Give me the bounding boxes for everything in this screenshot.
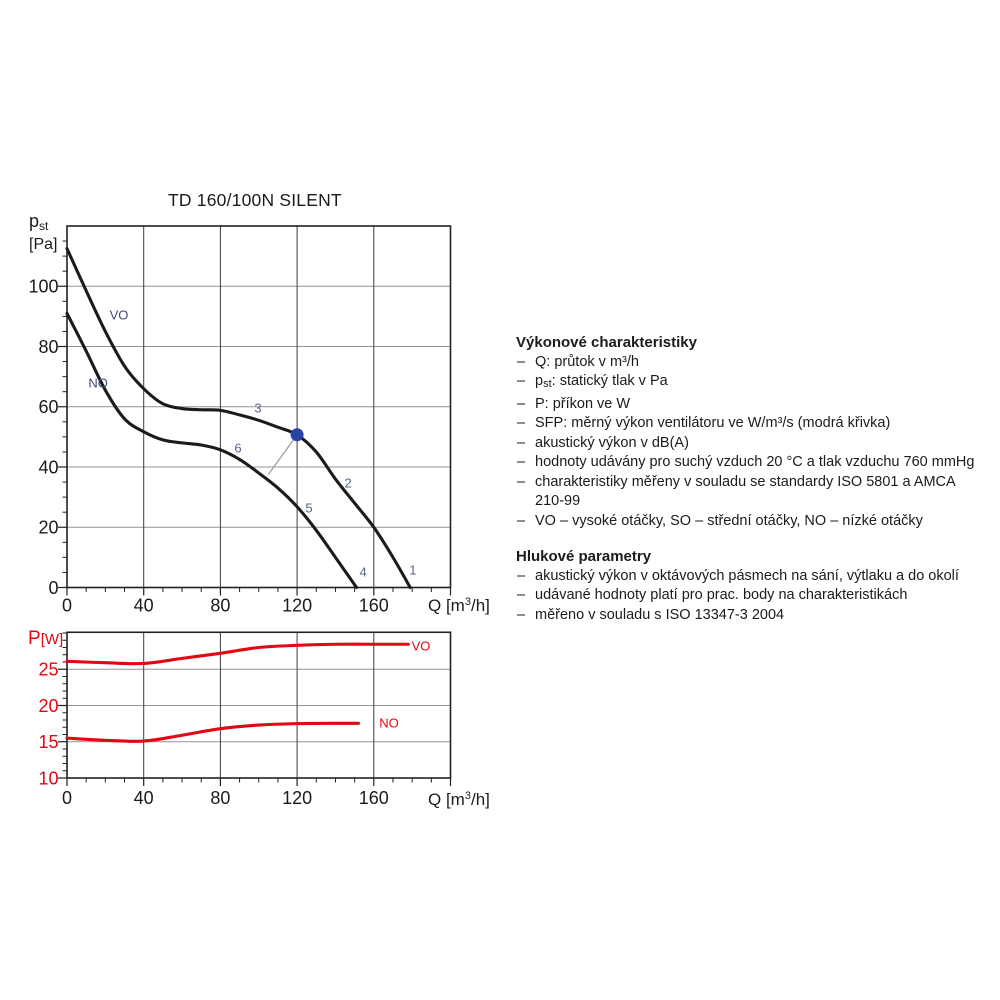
- info-item: – Q: průtok v m³/h: [517, 353, 639, 370]
- noise-list: – akustický výkon v oktávových pásmech na…: [516, 567, 1000, 626]
- x-tick-label: 120: [282, 596, 312, 616]
- noise-heading: Hlukové parametry: [516, 548, 652, 565]
- info-item: – VO – vysoké otáčky, SO – střední otáčky…: [517, 512, 923, 529]
- y-tick-label: 10: [38, 768, 58, 788]
- pst-unit: [Pa]: [29, 236, 58, 253]
- power-axis-label: P[W]: [28, 628, 63, 650]
- sfp-leader-line: [267, 434, 298, 475]
- curve-number-label: 6: [234, 441, 241, 456]
- curve-name-label: NO: [379, 715, 399, 730]
- performance-list: – Q: průtok v m³/h – pst: statický tlak v P…: [516, 353, 1000, 532]
- curve-number-label: 4: [359, 565, 366, 580]
- sfp-point: [290, 428, 304, 442]
- curve-number-label: 3: [254, 400, 261, 415]
- y-tick-label: 40: [38, 457, 58, 477]
- info-item: – charakteristiky měřeny v souladu se sta…: [517, 473, 956, 510]
- x-tick-label: 0: [62, 596, 72, 616]
- curve-name-label: VO: [412, 638, 431, 653]
- p-unit: [W]: [40, 631, 64, 648]
- info-item: – P: příkon ve W: [517, 395, 631, 412]
- x-tick-label: 0: [62, 788, 72, 808]
- flow-axis-label-top: Q [m3/h]: [428, 596, 490, 615]
- noise-section: Hlukové parametry – akustický výkon v okt…: [516, 547, 1000, 625]
- x-tick-label: 120: [282, 788, 312, 808]
- y-tick-label: 100: [28, 277, 58, 297]
- info-item: – akustický výkon v oktávových pásmech na…: [517, 567, 959, 584]
- curve-number-label: 1: [409, 563, 416, 578]
- info-panel: Výkonové charakteristiky – Q: průtok v m³…: [516, 333, 1000, 625]
- curve-name-label: VO: [110, 307, 129, 322]
- y-tick-label: 15: [38, 732, 58, 752]
- pst-subscript: st: [39, 219, 49, 233]
- performance-heading: Výkonové charakteristiky: [516, 334, 697, 351]
- curve-name-label: NO: [88, 375, 108, 390]
- info-item: – akustický výkon v dB(A): [517, 434, 689, 451]
- x-tick-label: 40: [134, 596, 154, 616]
- flow-axis-label-bottom: Q [m3/h]: [428, 790, 490, 809]
- y-tick-label: 80: [38, 337, 58, 357]
- curve-number-label: 2: [344, 475, 351, 490]
- info-item: – měřeno v souladu s ISO 13347-3 2004: [517, 606, 785, 623]
- pressure-axis-label: pst [Pa]: [29, 211, 58, 253]
- curve-number-label: 5: [305, 500, 312, 515]
- x-tick-label: 160: [359, 596, 389, 616]
- chart-title: TD 160/100N SILENT: [168, 190, 342, 210]
- info-item: – hodnoty udávány pro suchý vzduch 20 °C …: [517, 454, 975, 470]
- curve-no: [65, 721, 361, 743]
- info-item: – pst: statický tlak v Pa: [517, 373, 668, 390]
- info-item: – udávané hodnoty platí pro prac. body na…: [517, 587, 908, 603]
- curve-vo: [65, 642, 410, 666]
- p-symbol: P: [28, 628, 41, 649]
- curve-no: [65, 311, 359, 590]
- curve-vo: [65, 247, 412, 590]
- x-tick-label: 160: [359, 788, 389, 808]
- x-tick-label: 40: [134, 788, 154, 808]
- y-tick-label: 20: [38, 518, 58, 538]
- y-tick-label: 25: [38, 660, 58, 680]
- x-tick-label: 80: [210, 596, 230, 616]
- x-tick-label: 80: [210, 788, 230, 808]
- y-tick-label: 0: [48, 578, 58, 598]
- y-tick-label: 60: [38, 397, 58, 417]
- performance-section: Výkonové charakteristiky – Q: průtok v m³…: [516, 333, 1000, 531]
- pst-symbol: p: [29, 211, 40, 231]
- info-item: – SFP: měrný výkon ventilátoru ve W/m³/s …: [517, 415, 891, 431]
- y-tick-label: 20: [38, 696, 58, 716]
